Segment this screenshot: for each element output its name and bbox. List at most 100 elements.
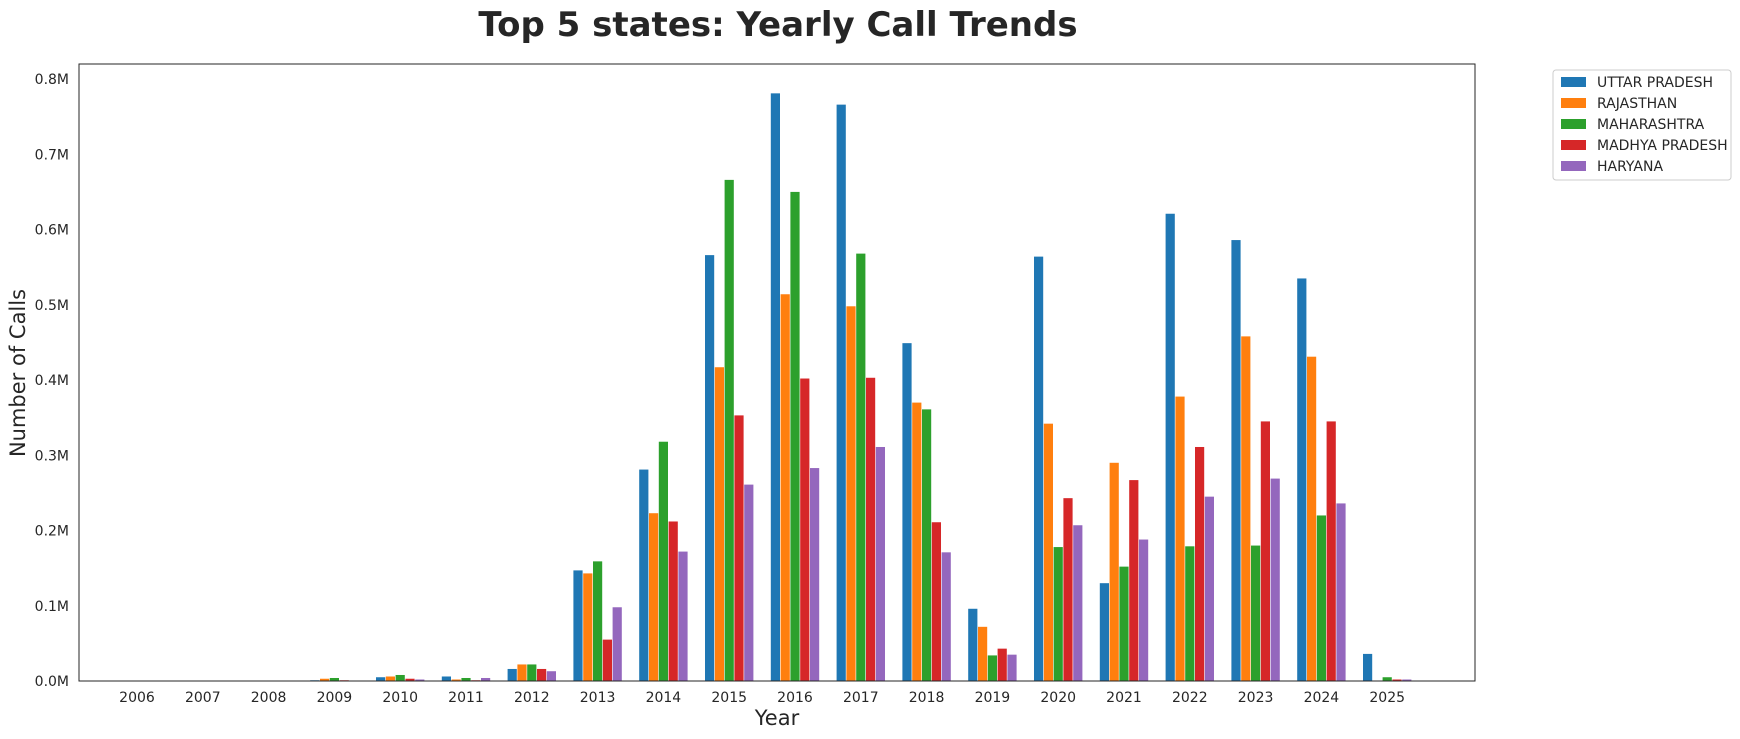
bar [922,409,932,681]
bar [1053,547,1063,681]
y-tick-label: 0.8M [35,72,69,88]
bar [714,367,724,681]
x-tick-label: 2006 [119,690,155,706]
bar [1241,336,1251,681]
bar [770,93,780,682]
bar [395,674,405,681]
bar [734,415,744,681]
bar [441,676,451,681]
y-tick-label: 0.3M [35,448,69,464]
bar [573,570,583,681]
bar [405,678,415,681]
bar [856,253,866,682]
bar [931,522,941,681]
legend-swatch [1561,161,1586,171]
bar [1165,213,1175,682]
legend: UTTAR PRADESH RAJASTHAN MAHARASHTRA MADHYA … [1552,69,1732,181]
bar [537,668,547,681]
y-tick-label: 0.7M [35,147,69,163]
bar [1326,421,1336,681]
bar [1195,446,1205,681]
bar [320,678,330,681]
legend-swatch [1561,77,1586,87]
x-tick-label: 2014 [646,690,682,706]
bar [912,402,922,681]
bar [583,573,593,681]
bar [1063,498,1073,681]
y-tick-label: 0.4M [35,373,69,389]
legend-swatch [1561,140,1586,150]
bar [546,671,556,681]
bar [1073,525,1083,681]
plot-frame [78,63,1476,682]
bar [1316,515,1326,681]
y-tick-label: 0.0M [35,674,69,690]
bar [1034,256,1044,681]
bar [1007,654,1017,681]
bar [1109,462,1119,681]
x-tick-label: 2016 [777,690,813,706]
bar [790,191,800,681]
bar [593,561,603,681]
x-tick-label: 2015 [711,690,747,706]
bar [968,608,978,681]
bar [376,677,386,681]
bar [1119,566,1129,681]
bar [978,626,988,681]
legend-swatch [1561,119,1586,129]
bar [385,676,395,681]
bar [329,677,339,681]
bar [507,668,517,681]
bar [780,294,790,681]
bar [836,104,846,681]
bar [724,179,734,681]
bar [461,677,471,681]
bar [602,639,612,681]
bar [875,446,885,681]
bar [1402,679,1412,681]
bar [1270,478,1280,681]
bar [810,468,820,681]
bar [612,607,622,681]
bar [705,255,715,681]
y-ticks: 0.0M 0.1M 0.2M 0.3M 0.4M 0.5M 0.6M 0.7M 0.8M [35,72,69,690]
y-axis-label: Number of Calls [6,289,30,457]
chart-title: Top 5 states: Yearly Call Trends [478,5,1077,45]
x-tick-label: 2019 [975,690,1011,706]
bar [1382,677,1392,681]
bar [1392,679,1402,681]
bar [1043,423,1053,681]
y-tick-label: 0.5M [35,298,69,314]
bar [941,552,951,681]
x-axis-label: Year [754,706,800,730]
bar [1251,545,1261,681]
x-tick-label: 2008 [251,690,287,706]
x-tick-label: 2025 [1369,690,1405,706]
legend-frame [1552,69,1732,181]
bar [1231,240,1241,681]
legend-label: MAHARASHTRA [1597,117,1705,133]
x-tick-label: 2011 [448,690,484,706]
bar [1363,653,1373,681]
bar [1129,480,1139,681]
x-tick-label: 2007 [185,690,221,706]
bar [451,679,461,681]
bar [866,377,876,681]
x-tick-label: 2012 [514,690,550,706]
legend-label: MADHYA PRADESH [1597,138,1728,154]
x-tick-label: 2018 [909,690,945,706]
bar [1297,278,1307,681]
x-ticks: 2006 2007 2008 2009 2010 2011 2012 2013 2014 2015… [119,690,1405,706]
bar [744,484,754,681]
x-tick-label: 2017 [843,690,879,706]
bar [517,664,527,681]
bar [1099,583,1109,681]
bar [1336,503,1346,681]
bar [481,677,491,681]
bar [415,679,425,681]
bar [1307,356,1317,681]
legend-swatch [1561,98,1586,108]
bar [997,648,1007,681]
bar [527,664,537,681]
bar [678,551,688,681]
